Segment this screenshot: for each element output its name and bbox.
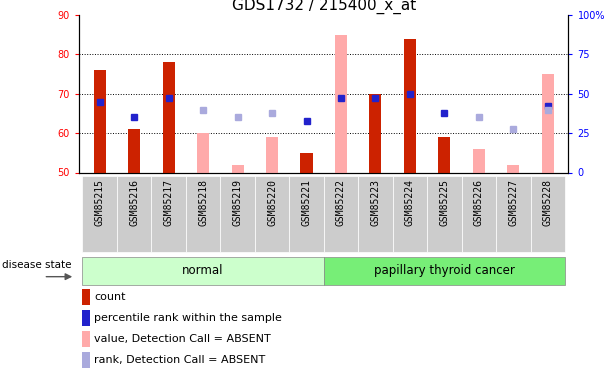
Bar: [404, 39, 416, 173]
Text: disease state: disease state: [2, 260, 71, 270]
Text: rank, Detection Call = ABSENT: rank, Detection Call = ABSENT: [94, 355, 266, 365]
Bar: [83, 256, 324, 285]
Bar: [358, 176, 393, 252]
Bar: [197, 133, 209, 172]
Text: value, Detection Call = ABSENT: value, Detection Call = ABSENT: [94, 334, 271, 344]
Bar: [507, 165, 519, 172]
Bar: [83, 331, 90, 347]
Bar: [94, 70, 106, 172]
Bar: [83, 352, 90, 368]
Text: GSM85225: GSM85225: [440, 179, 449, 226]
Bar: [83, 310, 90, 326]
Bar: [323, 256, 565, 285]
Bar: [335, 35, 347, 172]
Bar: [186, 176, 220, 252]
Bar: [151, 176, 186, 252]
Text: GSM85220: GSM85220: [267, 179, 277, 226]
Bar: [496, 176, 531, 252]
Text: GSM85215: GSM85215: [95, 179, 105, 226]
Bar: [117, 176, 151, 252]
Text: count: count: [94, 292, 126, 302]
Bar: [427, 176, 461, 252]
Text: percentile rank within the sample: percentile rank within the sample: [94, 313, 282, 323]
Bar: [323, 176, 358, 252]
Text: GSM85217: GSM85217: [164, 179, 174, 226]
Bar: [289, 176, 323, 252]
Text: GSM85226: GSM85226: [474, 179, 484, 226]
Bar: [300, 153, 313, 173]
Bar: [531, 176, 565, 252]
Bar: [255, 176, 289, 252]
Text: GSM85227: GSM85227: [508, 179, 519, 226]
Text: GSM85224: GSM85224: [405, 179, 415, 226]
Bar: [266, 137, 278, 172]
Bar: [461, 176, 496, 252]
Bar: [162, 62, 174, 172]
Text: GSM85221: GSM85221: [302, 179, 311, 226]
Bar: [83, 176, 117, 252]
Text: papillary thyroid cancer: papillary thyroid cancer: [374, 264, 515, 278]
Text: normal: normal: [182, 264, 224, 278]
Text: GSM85222: GSM85222: [336, 179, 346, 226]
Text: GSM85219: GSM85219: [233, 179, 243, 226]
Bar: [438, 137, 451, 172]
Bar: [128, 129, 140, 173]
Title: GDS1732 / 215400_x_at: GDS1732 / 215400_x_at: [232, 0, 416, 13]
Text: GSM85223: GSM85223: [370, 179, 381, 226]
Text: GSM85228: GSM85228: [543, 179, 553, 226]
Bar: [542, 74, 554, 172]
Text: GSM85218: GSM85218: [198, 179, 208, 226]
Bar: [232, 165, 244, 172]
Bar: [370, 94, 381, 172]
Bar: [220, 176, 255, 252]
Bar: [83, 289, 90, 304]
Bar: [473, 149, 485, 172]
Text: GSM85216: GSM85216: [129, 179, 139, 226]
Bar: [393, 176, 427, 252]
